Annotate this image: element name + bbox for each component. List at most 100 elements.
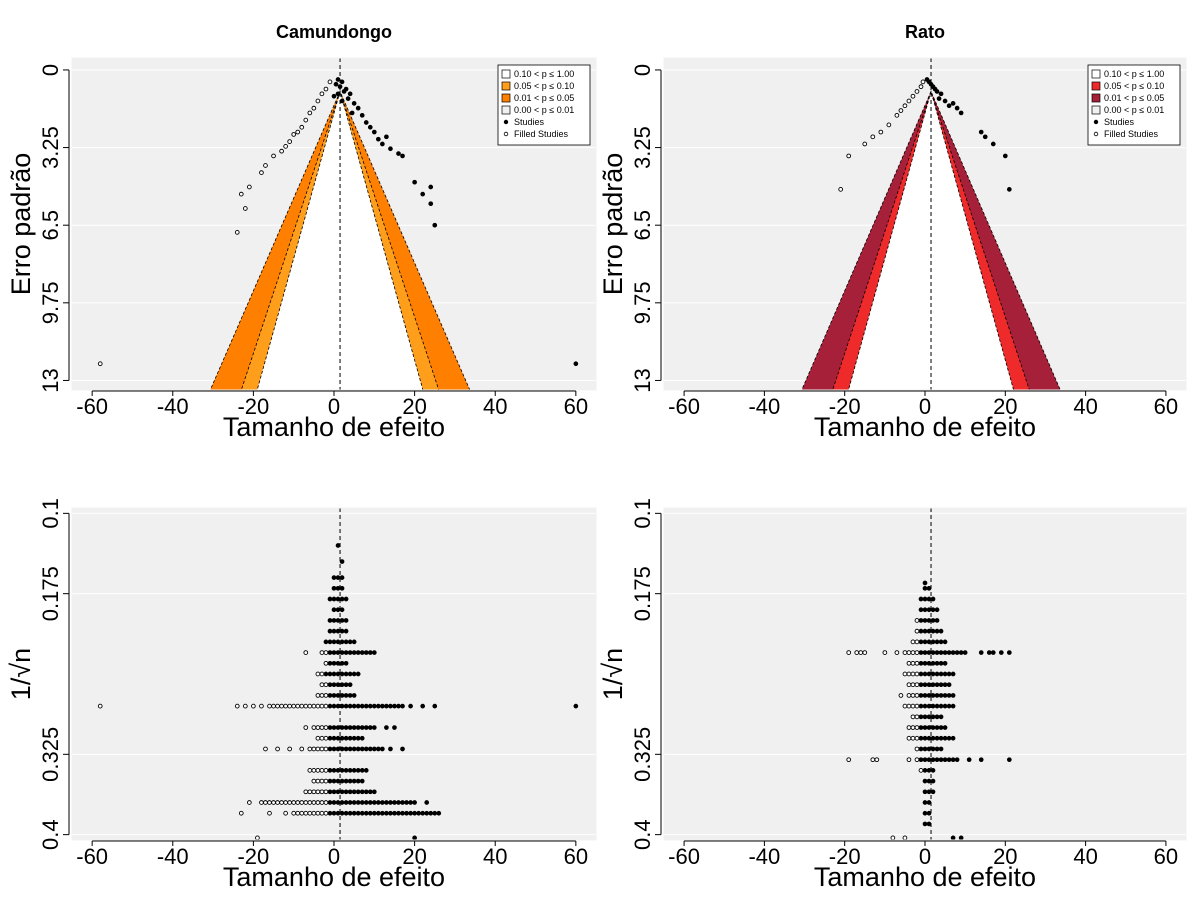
study-point [388,146,393,152]
study-point [938,725,944,730]
filled-study-point [259,170,264,175]
filled-study-point [319,789,325,795]
study-point [942,682,948,688]
x-tick-label: -60 [668,844,700,869]
study-point [355,800,361,805]
filled-study-point [323,660,329,666]
study-point [930,639,936,645]
study-point [922,671,928,677]
filled-study-point [259,800,264,805]
filled-study-point [323,682,329,688]
study-point [942,660,948,666]
study-point [412,800,417,805]
study-point [335,671,341,677]
filled-study-point [906,725,912,730]
study-point [420,191,426,197]
filled-study-point [267,703,272,709]
study-point [396,151,401,156]
study-point [339,607,345,613]
study-point [934,703,940,709]
study-point [355,789,361,795]
study-point [926,607,932,613]
study-point [323,639,329,645]
filled-study-point [242,206,248,211]
study-point [359,768,365,773]
filled-study-point [315,735,321,741]
study-point [400,746,405,752]
study-point [436,810,442,816]
filled-study-point [299,746,305,752]
filled-study-point [910,682,916,688]
legend-marker [503,119,509,125]
study-point [367,810,373,816]
study-point [930,714,936,720]
study-point [934,725,940,730]
y-tick-label: 9.75 [630,281,655,324]
study-point [938,714,944,720]
study-point [339,618,345,623]
study-point [918,660,924,666]
filled-study-point [918,84,924,90]
study-point [343,800,349,805]
filled-study-point [271,703,276,709]
y-tick-label: 13 [38,368,63,392]
study-point [922,725,928,730]
study-point [347,703,353,709]
study-point [347,682,353,688]
study-point [428,810,434,816]
study-point [938,703,944,709]
study-point [339,79,345,85]
study-point [347,810,353,816]
study-point [327,725,333,730]
study-point [930,768,936,773]
study-point [432,703,438,709]
study-point [351,703,357,709]
study-point [355,650,361,655]
filled-study-point [315,746,321,752]
study-point [938,639,944,645]
study-point [930,682,936,688]
study-point [950,671,956,677]
study-point [934,671,940,677]
filled-study-point [307,789,313,795]
filled-study-point [291,132,297,137]
filled-study-point [914,714,920,720]
study-point [335,628,341,634]
study-point [327,800,333,805]
y-tick-label: 0.1 [38,498,63,529]
filled-study-point [914,757,920,763]
study-point [331,671,337,677]
legend-swatch [501,93,511,103]
study-point [343,778,349,784]
study-point [432,810,438,816]
study-point [950,650,956,655]
study-point [918,703,924,709]
legend-marker [1093,119,1099,125]
study-point [339,671,345,677]
filled-study-point [291,703,297,709]
plot-frame [663,57,1187,391]
study-point [339,98,345,104]
study-point [363,650,369,655]
study-point [396,810,401,816]
x-tick-label: 0 [328,394,340,419]
filled-study-point [319,682,325,688]
study-point [946,693,952,698]
study-point [335,596,341,602]
study-point [331,682,337,688]
study-point [946,682,952,688]
study-point [331,778,337,784]
study-point [343,650,349,655]
filled-study-point [910,693,916,698]
study-point [351,639,357,645]
filled-study-point [323,778,329,784]
study-point [351,101,357,106]
study-point [926,682,932,688]
study-point [339,735,345,741]
study-point [926,789,932,795]
filled-study-point [906,757,912,763]
study-point [367,800,373,805]
study-point [934,618,940,623]
study-point [375,746,381,752]
